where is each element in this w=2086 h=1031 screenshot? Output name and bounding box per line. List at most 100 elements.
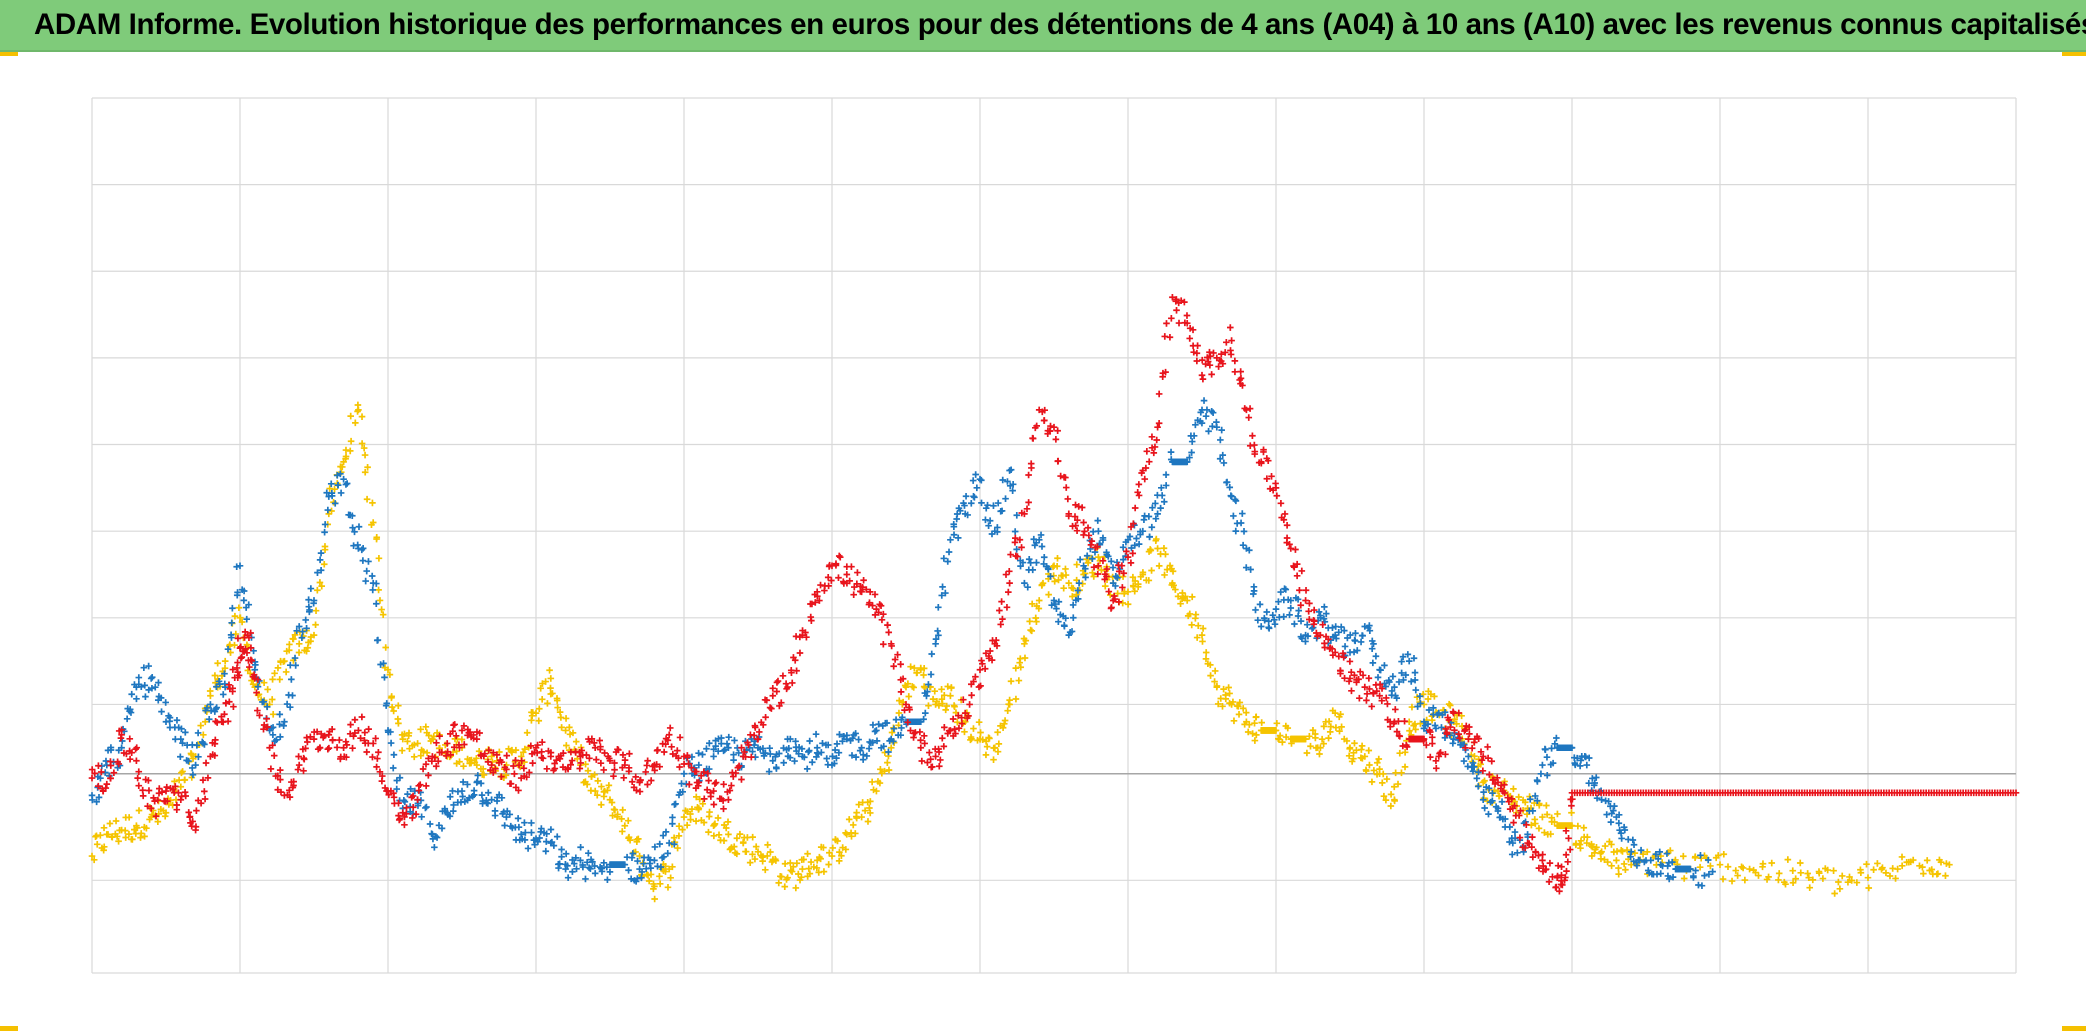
data-point [359,545,367,552]
data-point [1789,867,1797,874]
data-point [994,748,1002,755]
data-point [1124,600,1132,608]
data-point [456,758,463,766]
data-point [369,586,377,594]
data-point [1170,582,1177,589]
chart-title: ADAM Informe. Evolution historique des p… [34,8,2086,41]
data-point [579,863,587,871]
data-point [667,874,674,882]
data-point [302,616,310,624]
data-point [1830,867,1837,874]
data-point [683,821,691,829]
data-point [932,640,939,648]
data-point [1166,333,1174,341]
data-point [746,859,754,866]
data-point [1227,324,1234,331]
data-point [1368,645,1376,652]
data-point [106,820,114,827]
data-point [224,718,232,725]
data-point [508,748,516,756]
data-point [92,833,99,840]
data-point [835,749,843,756]
data-point [990,756,997,763]
data-point [1321,603,1328,611]
data-point [147,675,155,682]
data-point [1167,448,1175,456]
data-point [803,765,811,773]
data-point [1928,866,1936,873]
data-point [148,811,156,818]
data-point [298,634,306,642]
data-point [831,746,839,754]
data-point [318,582,326,590]
data-point [1539,813,1546,821]
data-point [202,707,209,714]
data-point [553,833,561,840]
data-point [792,884,800,892]
data-point [705,777,712,784]
data-point [1782,880,1789,888]
data-point [749,748,756,755]
data-point [597,801,605,809]
data-point [145,787,153,794]
data-point [1666,847,1674,854]
data-point [1302,735,1309,743]
data-point [269,710,277,718]
data-point [1383,775,1391,783]
data-point [835,574,842,582]
data-point [1273,492,1281,500]
data-point [1942,872,1949,880]
data-point [781,883,789,890]
data-point [1199,638,1206,645]
data-point [1643,848,1651,856]
data-point [347,412,355,420]
data-point [179,768,186,775]
data-point [336,736,343,744]
data-point [1209,423,1216,430]
data-point [1292,546,1299,553]
data-point [103,780,111,788]
marks-layer [88,293,2020,903]
data-point [276,711,284,718]
data-point [1106,591,1114,599]
data-point [907,663,914,670]
data-point [1089,569,1096,577]
data-point [1163,320,1170,327]
data-point [829,844,837,852]
data-point [1835,878,1842,886]
data-point [342,738,350,745]
data-point [224,645,232,653]
data-point [294,766,302,773]
data-point [193,807,200,814]
data-point [1041,417,1048,424]
data-point [1035,597,1043,604]
data-point [407,785,414,793]
data-point [594,777,602,785]
data-point [1365,674,1373,682]
data-point [854,569,861,576]
data-point [764,841,771,849]
data-point [1568,809,1575,817]
data-point [498,794,506,802]
data-point [1210,349,1217,357]
data-point [479,765,487,773]
data-point [933,698,941,705]
data-point [731,849,739,857]
data-point [219,691,227,698]
corner-accent-top-right [2062,52,2086,56]
data-point [235,604,243,612]
data-point [1186,335,1194,342]
data-point [585,849,592,857]
data-point [651,883,658,890]
data-point [786,754,794,761]
data-point [361,729,369,736]
data-point [920,665,928,672]
data-point [628,778,636,786]
data-point [733,834,741,842]
data-point [943,702,951,710]
data-point [248,657,256,665]
data-point [477,780,485,787]
data-point [403,804,410,811]
data-point [178,725,185,733]
data-point [695,806,702,813]
